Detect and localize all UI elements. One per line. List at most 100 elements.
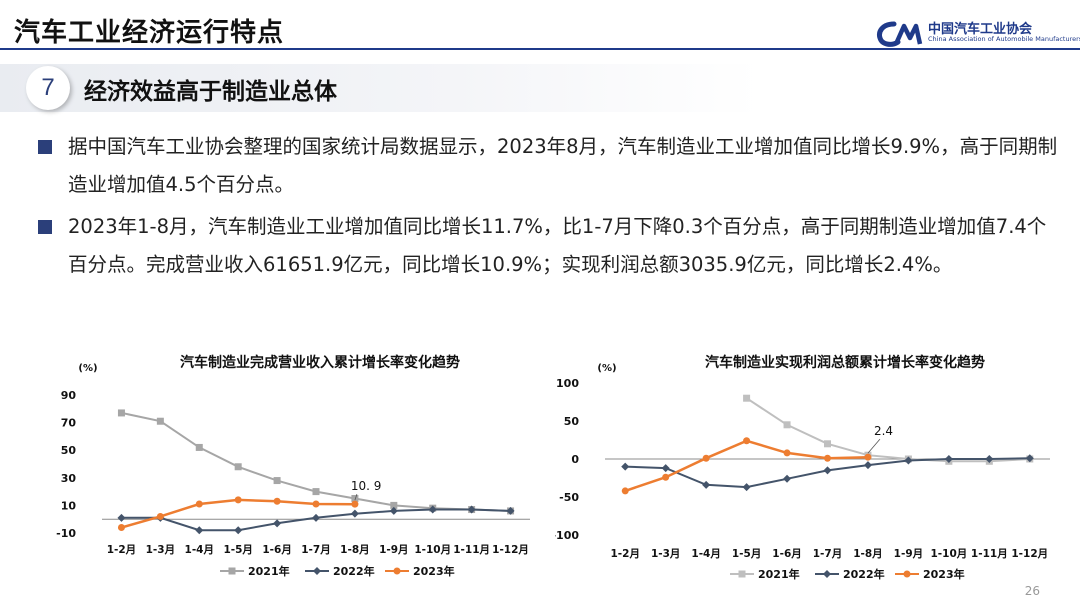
data-point	[702, 480, 711, 489]
data-point	[742, 483, 751, 492]
profit-growth-chart: 汽车制造业实现利润总额累计增长率变化趋势 (%) -100 -50 0 50 100 1-2月…	[555, 354, 1050, 581]
x-tick-label: 1-9月	[894, 548, 923, 560]
y-axis-unit-label: (%)	[78, 363, 97, 374]
y-tick-label: 50	[564, 415, 580, 428]
data-point	[351, 495, 359, 502]
data-point	[823, 466, 832, 475]
x-tick-label: 1-8月	[853, 548, 882, 560]
data-point	[313, 567, 321, 575]
y-tick-label: 50	[61, 444, 77, 457]
data-point	[195, 500, 203, 508]
legend-label: 2021年	[248, 564, 290, 578]
bullet-square-icon	[38, 220, 52, 234]
y-tick-label: 30	[61, 472, 77, 485]
legend-label: 2021年	[758, 567, 800, 581]
legend-label: 2022年	[843, 567, 885, 581]
data-point	[864, 453, 872, 461]
x-tick-label: 1-9月	[379, 544, 408, 556]
header: 汽车工业经济运行特点 中国汽车工业协会 China Association of…	[0, 0, 1080, 60]
data-point	[824, 454, 831, 462]
data-point	[350, 509, 359, 518]
x-tick-label: 1-10月	[930, 548, 967, 560]
page-title: 汽车工业经济运行特点	[14, 18, 285, 48]
data-point	[117, 523, 125, 531]
section-number: 7	[26, 66, 70, 110]
x-tick-label: 1-5月	[223, 544, 252, 556]
data-point	[273, 477, 281, 485]
data-point	[273, 497, 281, 505]
data-point	[234, 463, 242, 471]
data-point	[117, 409, 125, 417]
y-axis-unit-label: (%)	[597, 363, 616, 374]
data-point	[312, 488, 320, 496]
x-tick-label: 1-11月	[453, 544, 490, 556]
header-divider	[0, 48, 1080, 50]
y-tick-label: 90	[61, 389, 77, 402]
x-tick-label: 1-3月	[146, 544, 175, 556]
x-tick-label: 1-10月	[414, 544, 451, 556]
data-point	[351, 500, 359, 508]
section-banner: 7 经济效益高于制造业总体	[0, 64, 760, 112]
x-tick-label: 1-6月	[262, 544, 291, 556]
bullet-item: 2023年1-8月，汽车制造业工业增加值同比增长11.7%，比1-7月下降0.3…	[38, 208, 1058, 284]
data-label: 2.4	[874, 424, 893, 438]
bullet-list: 据中国汽车工业协会整理的国家统计局数据显示，2023年8月，汽车制造业工业增加值…	[38, 128, 1058, 284]
data-point	[904, 456, 913, 465]
data-point	[393, 567, 401, 575]
data-point	[234, 496, 242, 504]
data-point	[903, 570, 911, 578]
data-point	[621, 462, 630, 471]
caam-logo-icon	[877, 21, 923, 47]
x-tick-label: 1-6月	[772, 548, 801, 560]
annotation-leader	[354, 494, 358, 501]
y-tick-label: 10	[61, 499, 77, 512]
data-point	[156, 512, 164, 520]
data-point	[312, 500, 320, 508]
data-point	[467, 505, 476, 514]
data-point	[312, 513, 320, 522]
bullet-square-icon	[38, 140, 52, 154]
data-point	[863, 461, 872, 470]
x-tick-label: 1-4月	[691, 548, 720, 560]
data-point	[823, 570, 831, 578]
data-point	[824, 440, 831, 448]
data-point	[195, 443, 203, 451]
data-point	[783, 449, 791, 457]
bullet-text: 据中国汽车工业协会整理的国家统计局数据显示，2023年8月，汽车制造业工业增加值…	[68, 135, 1058, 196]
data-point	[1025, 454, 1034, 463]
data-point	[389, 506, 398, 515]
x-tick-label: 1-2月	[107, 544, 136, 556]
series-line	[121, 498, 355, 529]
y-tick-label: 100	[556, 377, 579, 390]
data-point	[783, 474, 792, 483]
x-tick-label: 1-12月	[1011, 548, 1048, 560]
data-point	[783, 421, 791, 429]
data-point	[156, 417, 164, 425]
x-tick-label: 1-8月	[340, 544, 369, 556]
data-point	[117, 513, 126, 522]
y-tick-label: -100	[555, 529, 579, 542]
y-tick-label: -50	[559, 491, 579, 504]
data-point	[195, 526, 204, 535]
x-tick-label: 1-7月	[813, 548, 842, 560]
legend-label: 2022年	[333, 564, 375, 578]
data-point	[743, 394, 751, 402]
chart-title: 汽车制造业实现利润总额累计增长率变化趋势	[705, 354, 985, 371]
data-point	[702, 454, 710, 462]
data-point	[661, 464, 670, 473]
data-label: 10. 9	[351, 479, 382, 493]
page-number: 26	[1024, 584, 1040, 598]
bullet-text: 2023年1-8月，汽车制造业工业增加值同比增长11.7%，比1-7月下降0.3…	[68, 215, 1047, 276]
y-tick-label: 0	[571, 453, 579, 466]
data-point	[506, 506, 515, 515]
data-point	[985, 455, 994, 463]
x-tick-label: 1-12月	[492, 544, 529, 556]
x-tick-label: 1-5月	[732, 548, 761, 560]
data-point	[944, 455, 953, 463]
section-title: 经济效益高于制造业总体	[84, 79, 337, 105]
chart-title: 汽车制造业完成营业收入累计增长率变化趋势	[180, 354, 460, 371]
revenue-growth-chart: 汽车制造业完成营业收入累计增长率变化趋势 (%) -10 10 30 50 70 90 1-2月…	[56, 354, 530, 578]
series-line	[746, 397, 1030, 463]
legend-label: 2023年	[413, 564, 455, 578]
data-point	[273, 519, 282, 528]
